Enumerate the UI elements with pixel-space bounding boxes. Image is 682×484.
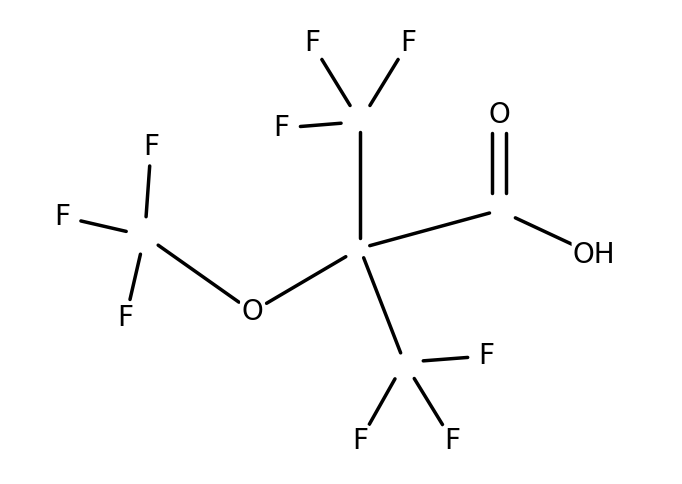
Text: F: F xyxy=(304,29,320,57)
Text: F: F xyxy=(352,427,368,455)
Text: F: F xyxy=(118,304,134,332)
Text: F: F xyxy=(273,114,289,142)
Text: O: O xyxy=(241,298,263,326)
Text: OH: OH xyxy=(573,241,616,269)
Text: F: F xyxy=(55,203,70,231)
Text: F: F xyxy=(400,29,416,57)
Text: F: F xyxy=(445,427,460,455)
Text: F: F xyxy=(143,133,159,161)
Text: F: F xyxy=(479,342,494,370)
Text: O: O xyxy=(488,101,510,129)
